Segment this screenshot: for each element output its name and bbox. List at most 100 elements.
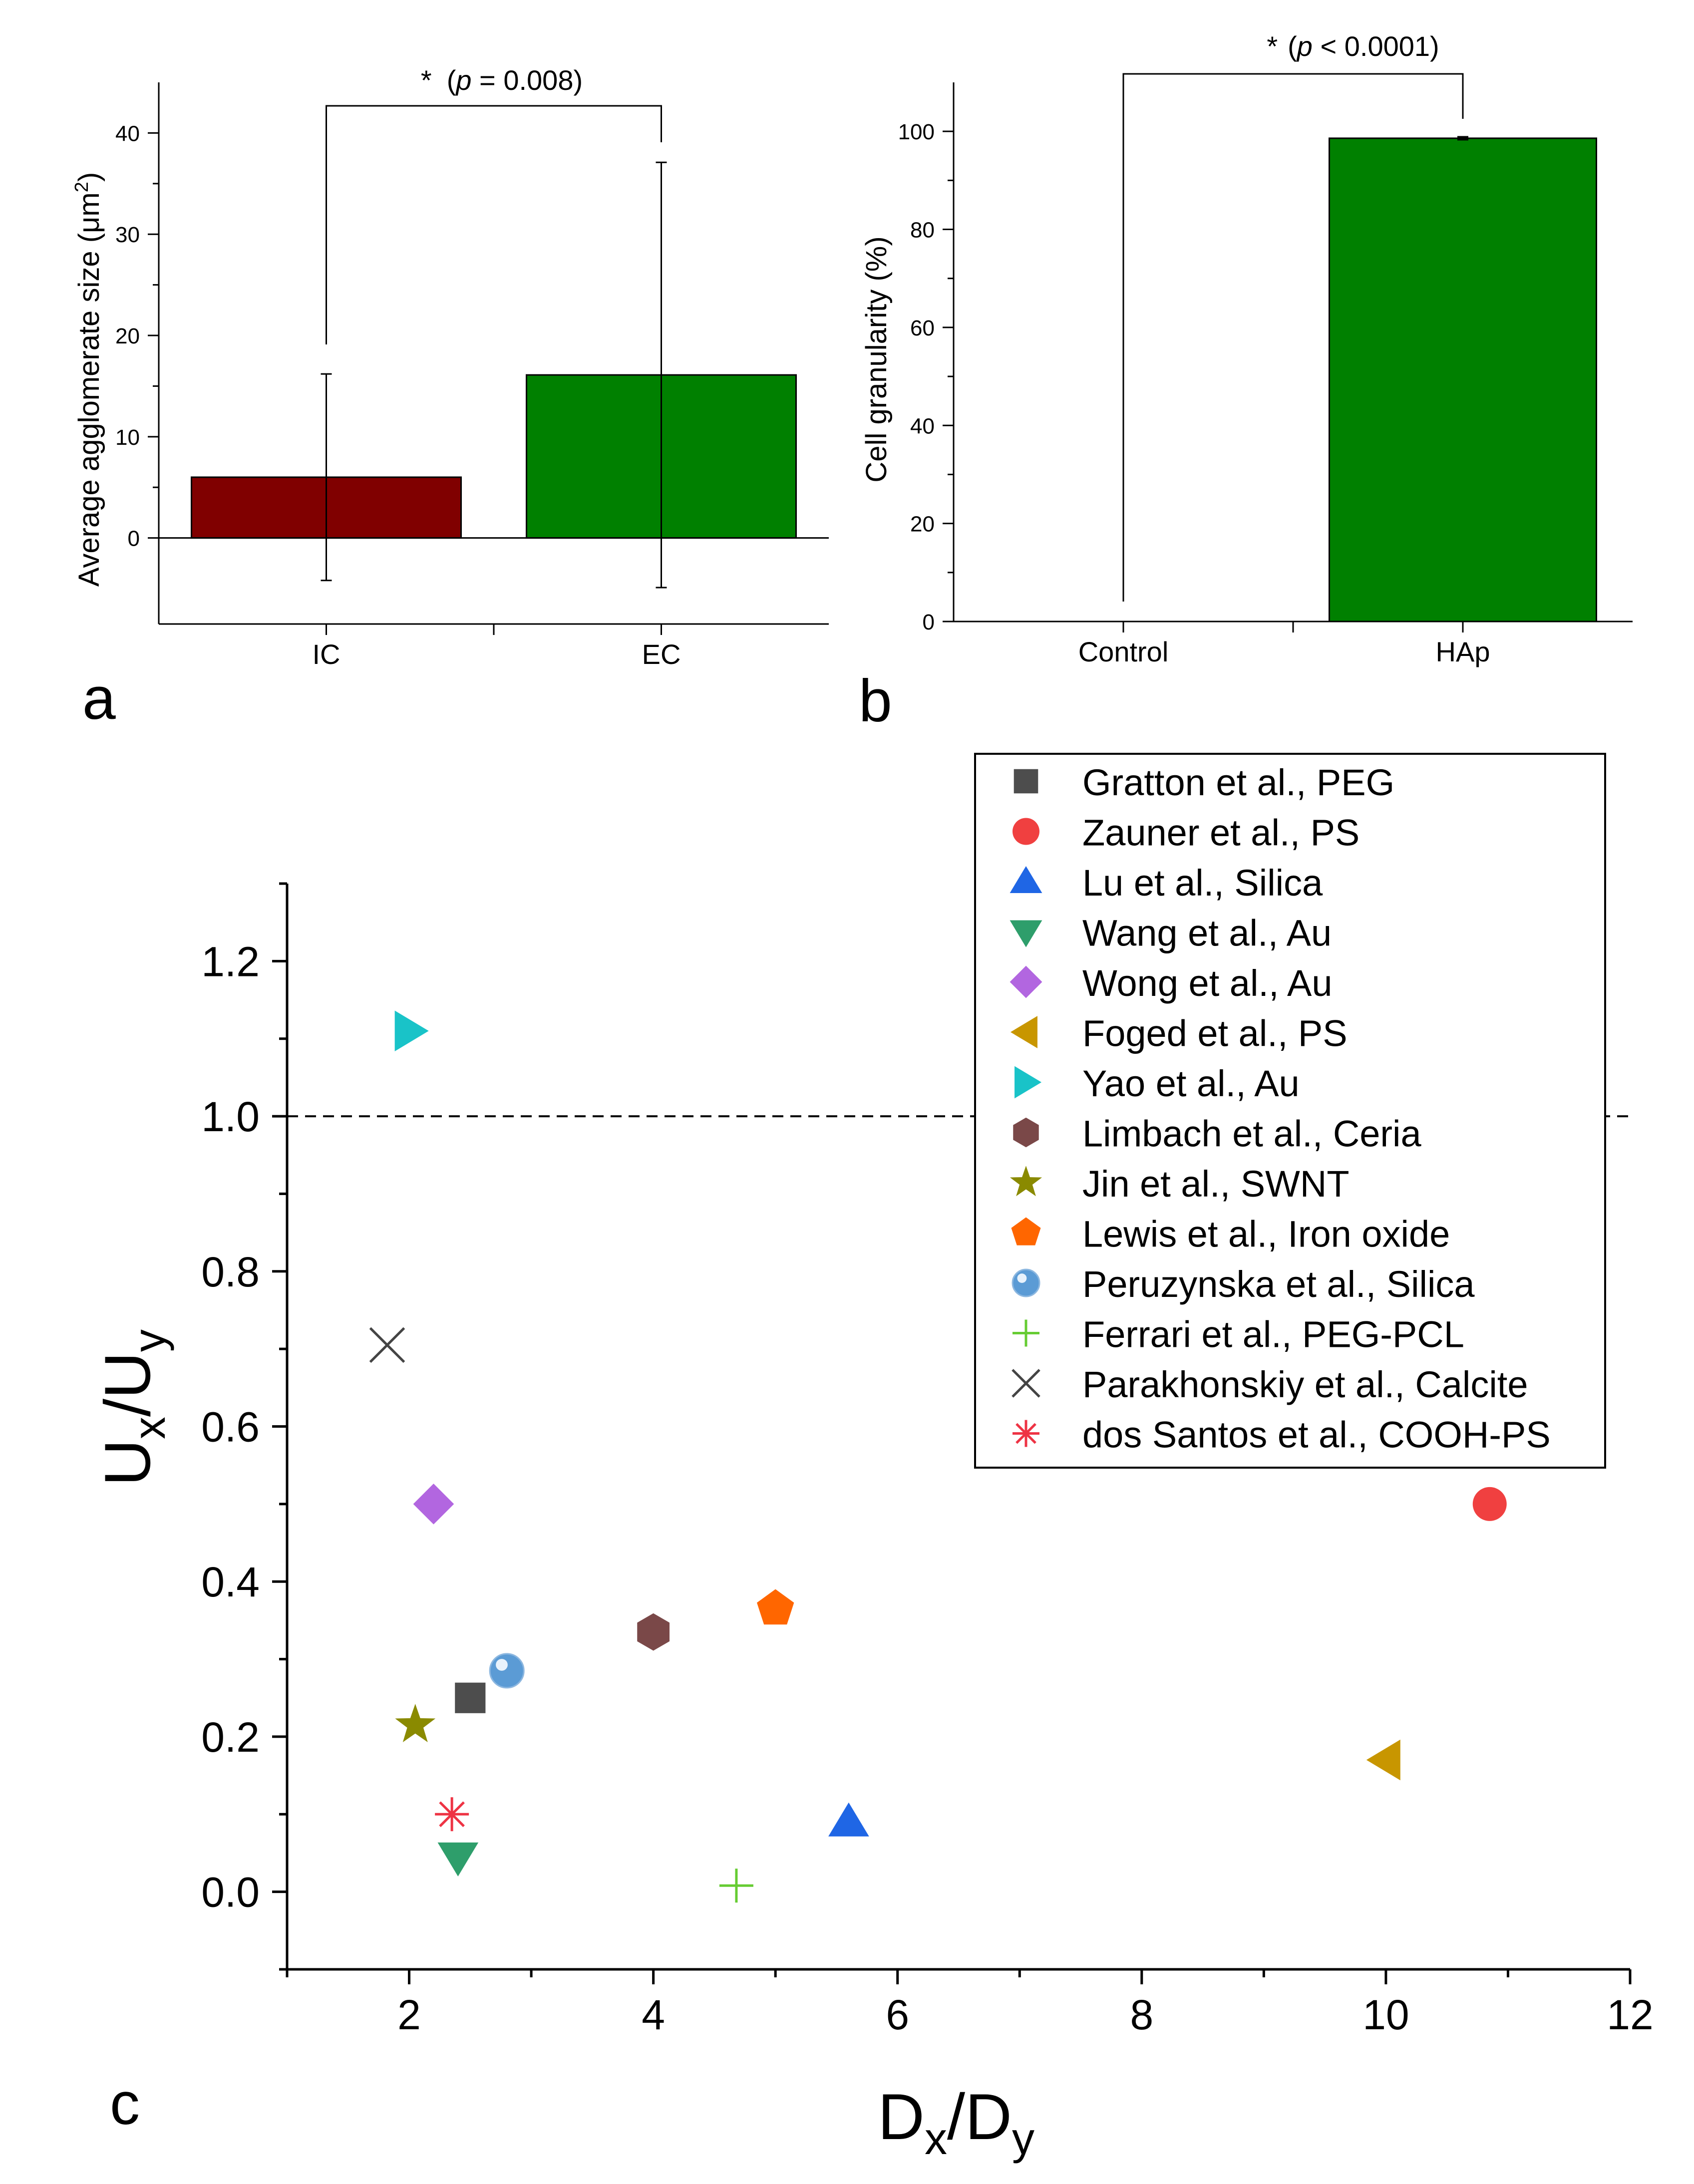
x-tick-label: Control (1078, 636, 1169, 667)
significance-label: * (p = 0.008) (421, 64, 583, 96)
y-tick-label: 0.0 (201, 1869, 260, 1916)
legend-label: Parakhonskiy et al., Calcite (1082, 1364, 1528, 1405)
legend-item-yao-et-al-au: Yao et al., Au (1015, 1063, 1300, 1104)
point-lewis-et-al-iron-oxide (756, 1589, 794, 1625)
legend-marker (1011, 1217, 1041, 1246)
legend-item-jin-et-al-swnt: Jin et al., SWNT (1010, 1163, 1350, 1205)
panel-a-ylabel: Average agglomerate size (μm2) (71, 172, 105, 587)
legend-item-dos-santos-et-al-cooh-ps: dos Santos et al., COOH-PS (1013, 1414, 1551, 1456)
point-gratton-et-al-peg (455, 1682, 486, 1713)
point-limbach-et-al-ceria (637, 1613, 670, 1651)
legend-item-peruzynska-et-al-silica: Peruzynska et al., Silica (1012, 1263, 1475, 1305)
legend-marker (1015, 1066, 1042, 1099)
y-tick-label: 0.4 (201, 1559, 260, 1605)
panel-a-significance: * (p = 0.008) (326, 64, 662, 344)
y-tick-label: 60 (910, 316, 935, 340)
legend-marker (1012, 1369, 1040, 1398)
legend-label: Zauner et al., PS (1082, 812, 1359, 854)
legend-item-foged-et-al-ps: Foged et al., PS (1010, 1013, 1348, 1054)
p-value: < 0.0001) (1313, 30, 1439, 62)
point-wong-et-al-au (413, 1484, 454, 1525)
legend-label: Limbach et al., Ceria (1082, 1113, 1421, 1155)
panel-label-c: c (110, 2070, 140, 2137)
legend-marker (1010, 1016, 1037, 1048)
panel-b-bars (1329, 137, 1597, 623)
point-parakhonskiy-et-al-calcite (369, 1327, 405, 1363)
y-tick-label: 20 (115, 324, 140, 348)
legend-item-wong-et-al-au: Wong et al., Au (1010, 962, 1333, 1004)
legend-label: dos Santos et al., COOH-PS (1082, 1414, 1551, 1456)
legend-marker (1012, 1268, 1040, 1297)
point-ferrari-et-al-peg-pcl (719, 1869, 753, 1903)
legend-label: Jin et al., SWNT (1082, 1163, 1350, 1205)
error-bar-ic (321, 373, 332, 582)
legend-item-ferrari-et-al-peg-pcl: Ferrari et al., PEG-PCL (1013, 1314, 1464, 1355)
significance-label: * (p < 0.0001) (1267, 30, 1439, 62)
significance-bracket (326, 105, 662, 344)
panel-a: IC EC 0 10 20 30 40 * (p = 0.008) Average agglo… (71, 64, 829, 732)
legend-marker (1010, 920, 1042, 947)
y-tick-label: 1.0 (201, 1093, 260, 1140)
significance-star: * (421, 64, 432, 96)
legend-item-zauner-et-al-ps: Zauner et al., PS (1013, 812, 1359, 854)
y-tick-label: 40 (910, 414, 935, 438)
x-tick-label: 6 (886, 1991, 909, 2038)
x-tick-label: 10 (1362, 1991, 1409, 2038)
panel-label-a: a (82, 665, 116, 732)
significance-bracket (1122, 73, 1464, 602)
panel-c-xlabel: Dx/Dy (878, 2080, 1034, 2164)
panel-c-ylabel: Ux/Uy (91, 1329, 175, 1486)
point-jin-et-al-swnt (395, 1704, 436, 1743)
y-tick-label: 40 (115, 121, 140, 146)
x-tick-label: IC (313, 638, 340, 670)
legend-item-lu-et-al-silica: Lu et al., Silica (1010, 862, 1323, 904)
p-variable: p (1296, 30, 1313, 62)
x-tick-label: EC (642, 638, 681, 670)
point-foged-et-al-ps (1366, 1739, 1400, 1781)
p-value: = 0.008) (472, 64, 583, 96)
legend-marker (1010, 866, 1042, 893)
panel-a-bars (191, 374, 797, 539)
legend-label: Yao et al., Au (1082, 1063, 1300, 1104)
legend-item-lewis-et-al-iron-oxide: Lewis et al., Iron oxide (1011, 1214, 1450, 1255)
panel-c-axes: 2 4 6 8 10 12 0.0 0.2 0.4 0.6 0.8 1.0 1.2 (201, 882, 1654, 2038)
y-tick-label: 30 (115, 223, 140, 247)
x-tick-label: 4 (642, 1991, 665, 2038)
x-tick-label: 8 (1130, 1991, 1153, 2038)
panel-b-axes: Control HAp 0 20 40 60 80 100 (898, 82, 1633, 667)
y-tick-label: 0.6 (201, 1404, 260, 1451)
legend-label: Peruzynska et al., Silica (1082, 1263, 1475, 1305)
legend-label: Ferrari et al., PEG-PCL (1082, 1314, 1464, 1355)
panel-label-b: b (859, 667, 892, 734)
panel-b-significance: * (p < 0.0001) (1122, 30, 1464, 602)
legend-label: Foged et al., PS (1082, 1013, 1348, 1054)
panel-c: 2 4 6 8 10 12 0.0 0.2 0.4 0.6 0.8 1.0 1.2 Ux/Uy Dx/D… (91, 753, 1654, 2164)
legend: Gratton et al., PEG Zauner et al., PS Lu e… (974, 753, 1606, 1469)
legend-item-limbach-et-al-ceria: Limbach et al., Ceria (1013, 1113, 1421, 1155)
panel-c-points (369, 1010, 1507, 1903)
p-variable: p (455, 64, 471, 96)
point-lu-et-al-silica (828, 1802, 869, 1837)
point-zauner-et-al-ps (1472, 1487, 1507, 1521)
y-tick-label: 0 (128, 527, 140, 551)
panel-b-ylabel: Cell granularity (%) (860, 236, 893, 482)
significance-open: ( (1288, 30, 1297, 62)
error-bar-hap (1457, 136, 1468, 141)
panel-a-axes: IC EC 0 10 20 30 40 (115, 82, 829, 670)
legend-label: Wong et al., Au (1082, 962, 1333, 1004)
y-tick-label: 10 (115, 425, 140, 450)
legend-marker (1014, 769, 1038, 794)
error-bar-ec (656, 161, 667, 589)
legend-label: Lu et al., Silica (1082, 862, 1323, 904)
legend-label: Wang et al., Au (1082, 913, 1332, 954)
y-tick-label: 0 (923, 610, 935, 634)
panel-b: Control HAp 0 20 40 60 80 100 * (p < 0.0001) Cel… (859, 30, 1633, 734)
point-yao-et-al-au (394, 1010, 429, 1051)
panel-a-error-bars (321, 161, 667, 589)
legend-marker (1010, 1166, 1042, 1197)
legend-item-parakhonskiy-et-al-calcite: Parakhonskiy et al., Calcite (1012, 1364, 1528, 1405)
legend-item-gratton-et-al-peg: Gratton et al., PEG (1014, 762, 1394, 803)
point-dos-santos-et-al-cooh-ps (435, 1797, 469, 1832)
significance-open: ( (447, 64, 456, 96)
